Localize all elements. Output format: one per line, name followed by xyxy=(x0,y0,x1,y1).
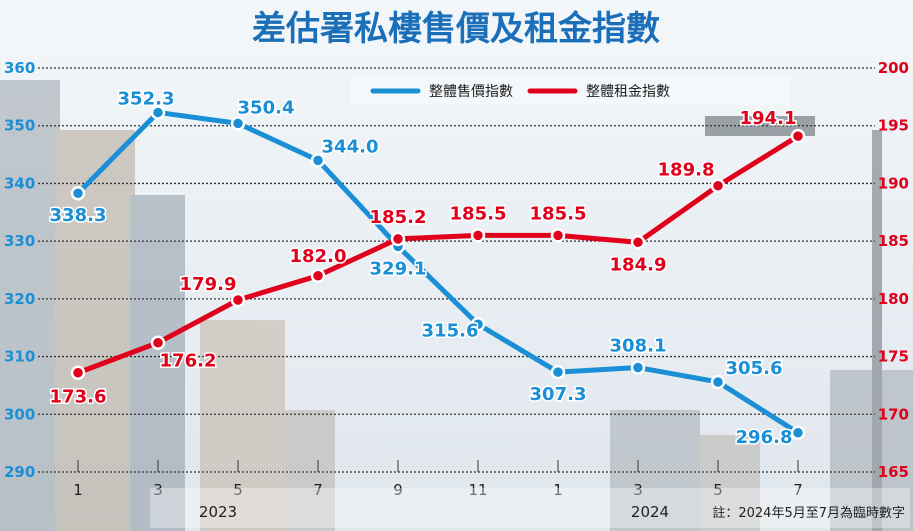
data-point xyxy=(310,153,326,168)
x-axis-tick-label: 11 xyxy=(468,481,487,499)
data-point xyxy=(230,292,246,308)
left-axis-tick-label: 360 xyxy=(4,59,35,77)
legend-label: 整體租金指數 xyxy=(586,84,670,100)
footnote: 註：2024年5月至7月為臨時數字 xyxy=(712,505,905,521)
data-label: 173.6 xyxy=(50,387,107,408)
data-label: 182.0 xyxy=(290,246,347,267)
series-line-rent xyxy=(77,133,800,376)
year-label-2024: 2024 xyxy=(631,503,669,521)
data-label: 329.1 xyxy=(370,258,427,279)
right-axis-tick-label: 195 xyxy=(878,117,909,135)
chart-title: 差估署私樓售價及租金指數 xyxy=(252,9,660,49)
left-axis-tick-label: 300 xyxy=(4,405,35,423)
right-axis-tick-label: 185 xyxy=(878,232,909,250)
left-axis-tick-label: 350 xyxy=(4,117,35,135)
background-buildings xyxy=(0,80,913,531)
data-point xyxy=(70,185,86,201)
data-label: 296.8 xyxy=(736,427,793,448)
data-label: 189.8 xyxy=(658,160,715,181)
x-axis-tick-label: 7 xyxy=(313,481,323,499)
data-label: 176.2 xyxy=(160,351,217,372)
data-point xyxy=(310,268,326,284)
data-label: 179.9 xyxy=(180,274,237,295)
data-point xyxy=(470,228,486,243)
data-point xyxy=(390,231,406,247)
right-axis-tick-label: 170 xyxy=(878,405,909,423)
left-axis-tick-label: 310 xyxy=(4,348,35,366)
right-axis-tick-label: 180 xyxy=(878,290,909,308)
right-axis-tick-label: 200 xyxy=(878,59,909,77)
data-label: 185.5 xyxy=(450,203,507,224)
x-axis-tick-label: 1 xyxy=(553,481,563,499)
data-point xyxy=(710,178,726,193)
x-axis-tick-label: 3 xyxy=(633,481,643,499)
data-point xyxy=(550,364,566,380)
right-axis-tick-label: 175 xyxy=(878,348,909,366)
data-point xyxy=(150,335,166,350)
data-point xyxy=(790,128,806,144)
data-point xyxy=(630,235,646,250)
data-label: 184.9 xyxy=(610,254,667,275)
left-axis-tick-label: 320 xyxy=(4,290,35,308)
data-label: 350.4 xyxy=(238,97,295,118)
data-label: 185.5 xyxy=(530,203,587,224)
right-axis-tick-label: 165 xyxy=(878,463,909,481)
data-point xyxy=(550,228,566,243)
left-axis-tick-label: 290 xyxy=(4,463,35,481)
left-axis-tick-label: 330 xyxy=(4,232,35,250)
data-label: 344.0 xyxy=(322,136,379,157)
data-point xyxy=(230,116,246,131)
x-axis-tick-label: 3 xyxy=(153,481,163,499)
x-axis-tick-label: 7 xyxy=(793,481,803,499)
year-label-2023: 2023 xyxy=(199,503,237,521)
data-label: 315.6 xyxy=(422,320,479,341)
right-axis-tick-label: 190 xyxy=(878,174,909,192)
data-label: 185.2 xyxy=(370,207,427,228)
x-axis-tick-label: 9 xyxy=(393,481,403,499)
series-line-price xyxy=(76,109,800,435)
year-band xyxy=(150,488,910,528)
data-label: 305.6 xyxy=(726,358,783,379)
data-point xyxy=(630,360,646,375)
data-label: 307.3 xyxy=(530,384,587,405)
data-point xyxy=(150,105,166,120)
data-point xyxy=(790,425,806,441)
x-axis-tick-label: 5 xyxy=(713,481,723,499)
data-point xyxy=(470,317,486,332)
data-label: 338.3 xyxy=(50,205,107,226)
data-label: 308.1 xyxy=(610,336,667,357)
left-axis-tick-label: 340 xyxy=(4,174,35,192)
x-axis-tick-label: 1 xyxy=(73,481,83,499)
data-point xyxy=(710,374,726,390)
data-label: 194.1 xyxy=(740,108,797,129)
x-axis-tick-label: 5 xyxy=(233,481,243,499)
data-point xyxy=(70,365,86,380)
legend-label: 整體售價指數 xyxy=(429,83,513,100)
data-label: 352.3 xyxy=(118,88,175,109)
